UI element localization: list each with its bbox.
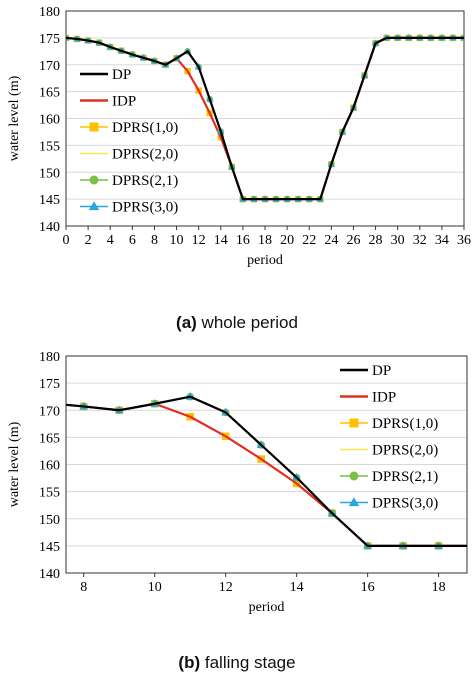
series-a-dp — [66, 36, 464, 201]
ytick-b-180: 180 — [39, 350, 60, 365]
ytick-a-145: 145 — [39, 193, 60, 208]
ytick-b-140: 140 — [39, 567, 60, 582]
xtick-b-12: 12 — [219, 580, 233, 595]
xtick-a-8: 8 — [151, 233, 158, 248]
xtick-a-20: 20 — [280, 233, 294, 248]
legend-label-a-dp: DP — [112, 67, 131, 83]
caption-a-text: whole period — [201, 313, 298, 332]
xtick-a-36: 36 — [457, 233, 471, 248]
xlabel-b: period — [249, 600, 285, 615]
ylabel-b: water level (m) — [7, 421, 22, 507]
line-b-dp — [66, 395, 467, 547]
legend-label-a-dprs-3-0: DPRS(3,0) — [112, 200, 178, 216]
xtick-b-18: 18 — [432, 580, 446, 595]
xtick-a-14: 14 — [214, 233, 228, 248]
xtick-a-26: 26 — [346, 233, 360, 248]
xtick-a-0: 0 — [63, 233, 70, 248]
legend-marker-a-dprs-1-0 — [89, 122, 99, 132]
series-b-dp — [66, 395, 467, 547]
ytick-a-155: 155 — [39, 139, 60, 154]
xtick-a-30: 30 — [391, 233, 405, 248]
line-a-dp — [66, 36, 464, 201]
ytick-a-160: 160 — [39, 113, 60, 128]
ytick-b-160: 160 — [39, 459, 60, 474]
legend-marker-a-dprs-3-0 — [88, 201, 100, 211]
ytick-b-150: 150 — [39, 513, 60, 528]
legend-label-b-dp: DP — [372, 363, 391, 379]
legend-label-b-dprs-3-0: DPRS(3,0) — [372, 496, 438, 512]
caption-a: (a) whole period — [0, 313, 474, 333]
xtick-a-28: 28 — [369, 233, 383, 248]
legend-label-a-dprs-2-1: DPRS(2,1) — [112, 173, 178, 189]
legend-marker-a-dprs-2-1 — [89, 175, 99, 185]
xtick-a-34: 34 — [435, 233, 449, 248]
xtick-a-32: 32 — [413, 233, 427, 248]
xlabel-a: period — [247, 253, 283, 268]
legend-label-b-idp: IDP — [372, 390, 396, 406]
ytick-b-170: 170 — [39, 404, 60, 419]
ytick-a-180: 180 — [39, 5, 60, 20]
xtick-a-16: 16 — [236, 233, 250, 248]
ylabel-a: water level (m) — [7, 75, 22, 161]
ytick-a-150: 150 — [39, 166, 60, 181]
xtick-a-2: 2 — [85, 233, 92, 248]
xtick-a-4: 4 — [107, 233, 114, 248]
plot-frame-b — [65, 355, 468, 574]
xtick-b-8: 8 — [80, 580, 87, 595]
caption-b-text: falling stage — [204, 653, 296, 672]
xtick-a-12: 12 — [192, 233, 206, 248]
legend-label-a-dprs-2-0: DPRS(2,0) — [112, 147, 178, 163]
chart-falling-stage: 140 145 150 155 160 165 170 175 180 8 10 12 14 16 18 pe… — [7, 350, 468, 615]
legend-marker-b-dprs-1-0 — [349, 418, 359, 428]
ytick-b-175: 175 — [39, 377, 60, 392]
ytick-a-140: 140 — [39, 220, 60, 235]
ytick-a-165: 165 — [39, 86, 60, 101]
legend-label-b-dprs-2-0: DPRS(2,0) — [372, 443, 438, 459]
caption-a-tag: (a) — [176, 313, 197, 332]
xtick-a-6: 6 — [129, 233, 136, 248]
xtick-a-10: 10 — [170, 233, 184, 248]
xtick-a-18: 18 — [258, 233, 272, 248]
legend-marker-b-dprs-3-0 — [348, 497, 360, 507]
xtick-b-14: 14 — [290, 580, 304, 595]
caption-b-tag: (b) — [178, 653, 201, 672]
ytick-a-175: 175 — [39, 32, 60, 47]
ytick-b-145: 145 — [39, 540, 60, 555]
xtick-a-24: 24 — [324, 233, 338, 248]
xtick-b-10: 10 — [148, 580, 162, 595]
xtick-a-22: 22 — [302, 233, 316, 248]
ytick-b-165: 165 — [39, 431, 60, 446]
legend-label-b-dprs-2-1: DPRS(2,1) — [372, 469, 438, 485]
ytick-b-155: 155 — [39, 486, 60, 501]
legend-label-a-idp: IDP — [112, 94, 136, 110]
legend-label-b-dprs-1-0: DPRS(1,0) — [372, 416, 438, 432]
legend-label-a-dprs-1-0: DPRS(1,0) — [112, 120, 178, 136]
ytick-a-170: 170 — [39, 59, 60, 74]
xtick-b-16: 16 — [361, 580, 375, 595]
caption-b: (b) falling stage — [0, 653, 474, 673]
legend-marker-b-dprs-2-1 — [349, 471, 359, 481]
